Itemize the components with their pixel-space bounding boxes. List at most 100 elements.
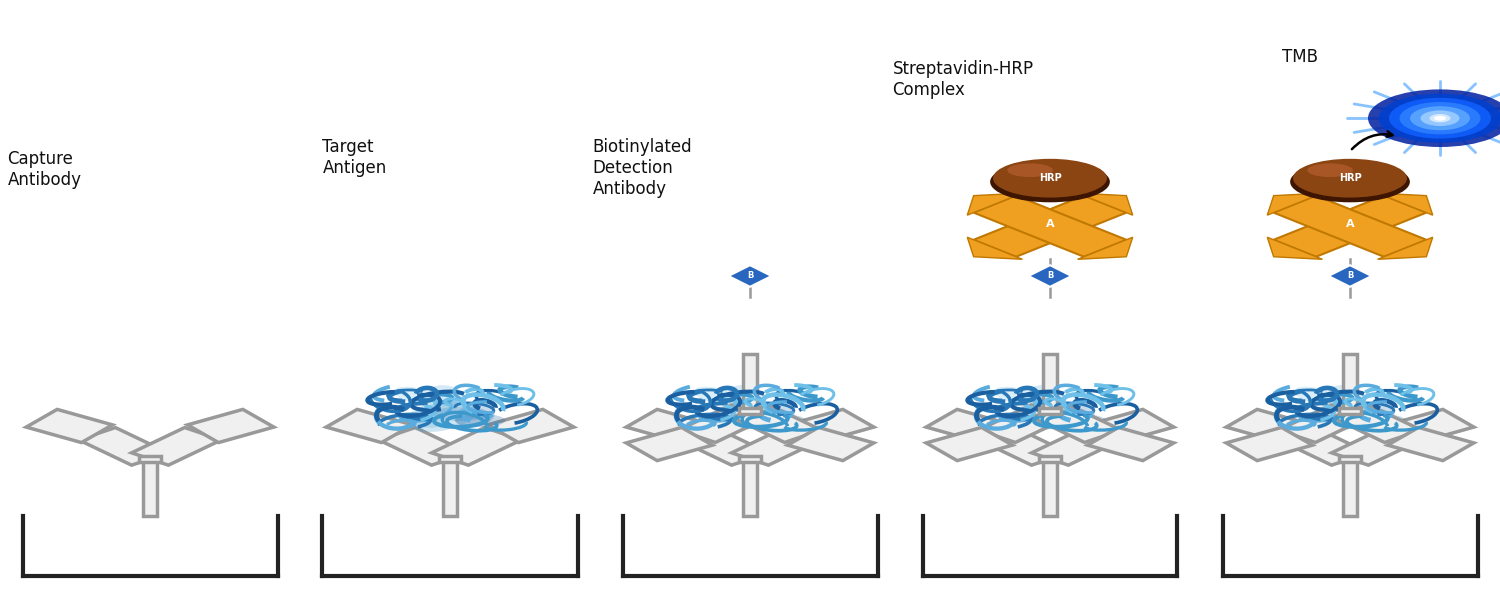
Circle shape [1434,116,1446,121]
Ellipse shape [718,400,759,414]
FancyBboxPatch shape [1044,354,1056,411]
Ellipse shape [454,404,495,428]
Text: A: A [1346,219,1354,229]
Text: HRP: HRP [1038,173,1062,183]
Polygon shape [1088,427,1174,461]
Text: Biotinylated
Detection
Antibody: Biotinylated Detection Antibody [592,138,692,197]
FancyBboxPatch shape [140,456,160,462]
Polygon shape [729,265,771,287]
Polygon shape [968,193,1023,215]
Polygon shape [978,428,1068,465]
Ellipse shape [410,409,442,428]
Ellipse shape [993,159,1107,197]
Ellipse shape [433,407,489,421]
Polygon shape [1278,428,1368,465]
Ellipse shape [1294,387,1335,403]
FancyBboxPatch shape [740,456,760,462]
Polygon shape [26,409,112,443]
Polygon shape [1329,265,1371,287]
Polygon shape [378,428,468,465]
Polygon shape [788,409,874,443]
Polygon shape [188,409,274,443]
Ellipse shape [454,414,506,427]
Ellipse shape [1019,400,1059,414]
Ellipse shape [1328,385,1365,406]
Circle shape [1420,110,1460,126]
Ellipse shape [694,387,735,403]
Ellipse shape [1306,163,1353,177]
Text: B: B [747,271,753,280]
Ellipse shape [990,161,1110,202]
Ellipse shape [1028,385,1065,406]
FancyBboxPatch shape [1040,408,1060,414]
Ellipse shape [994,387,1035,403]
Polygon shape [1032,405,1122,442]
Polygon shape [978,405,1068,442]
Ellipse shape [408,400,477,432]
Ellipse shape [1008,400,1077,432]
Ellipse shape [419,400,459,414]
Circle shape [1410,106,1470,130]
Ellipse shape [734,407,789,421]
FancyBboxPatch shape [744,354,756,411]
Ellipse shape [1008,163,1053,177]
FancyBboxPatch shape [1044,459,1056,516]
Ellipse shape [708,400,777,432]
Text: A: A [1046,219,1054,229]
Text: B: B [1047,271,1053,280]
Text: B: B [1347,271,1353,280]
FancyBboxPatch shape [144,459,156,516]
Polygon shape [1032,428,1122,465]
Polygon shape [1332,428,1422,465]
Ellipse shape [1293,159,1407,197]
Ellipse shape [427,385,465,406]
Polygon shape [1226,409,1312,443]
Polygon shape [678,428,768,465]
Circle shape [1400,102,1480,134]
FancyBboxPatch shape [1344,459,1358,516]
Polygon shape [968,237,1023,259]
Polygon shape [926,427,1013,461]
Ellipse shape [1010,409,1042,428]
Ellipse shape [1354,414,1406,427]
Ellipse shape [710,409,742,428]
Polygon shape [1077,237,1132,259]
Polygon shape [1274,196,1426,257]
Polygon shape [974,196,1126,257]
Ellipse shape [754,414,806,427]
Polygon shape [1274,196,1426,257]
Polygon shape [1268,193,1323,215]
Polygon shape [626,427,712,461]
Circle shape [1430,114,1450,122]
Polygon shape [1268,237,1323,259]
FancyBboxPatch shape [744,459,756,516]
Polygon shape [626,409,712,443]
FancyBboxPatch shape [1340,408,1360,414]
FancyBboxPatch shape [1340,456,1360,462]
Text: TMB: TMB [1282,48,1318,66]
Ellipse shape [1318,400,1359,414]
FancyBboxPatch shape [444,459,456,516]
Polygon shape [678,405,768,442]
FancyBboxPatch shape [740,408,760,414]
Polygon shape [132,428,222,465]
Polygon shape [732,428,822,465]
Polygon shape [1029,265,1071,287]
Circle shape [1378,94,1500,143]
FancyBboxPatch shape [440,456,460,462]
Text: HRP: HRP [1338,173,1362,183]
Polygon shape [926,409,1013,443]
Ellipse shape [728,385,765,406]
Polygon shape [1332,405,1422,442]
Polygon shape [432,428,522,465]
Text: Target
Antigen: Target Antigen [322,138,387,177]
Polygon shape [1388,427,1474,461]
Polygon shape [1377,237,1432,259]
Polygon shape [488,409,574,443]
Circle shape [1368,89,1500,147]
Polygon shape [78,428,168,465]
Ellipse shape [1290,161,1410,202]
Ellipse shape [394,387,435,403]
Ellipse shape [1334,407,1389,421]
Polygon shape [974,196,1126,257]
